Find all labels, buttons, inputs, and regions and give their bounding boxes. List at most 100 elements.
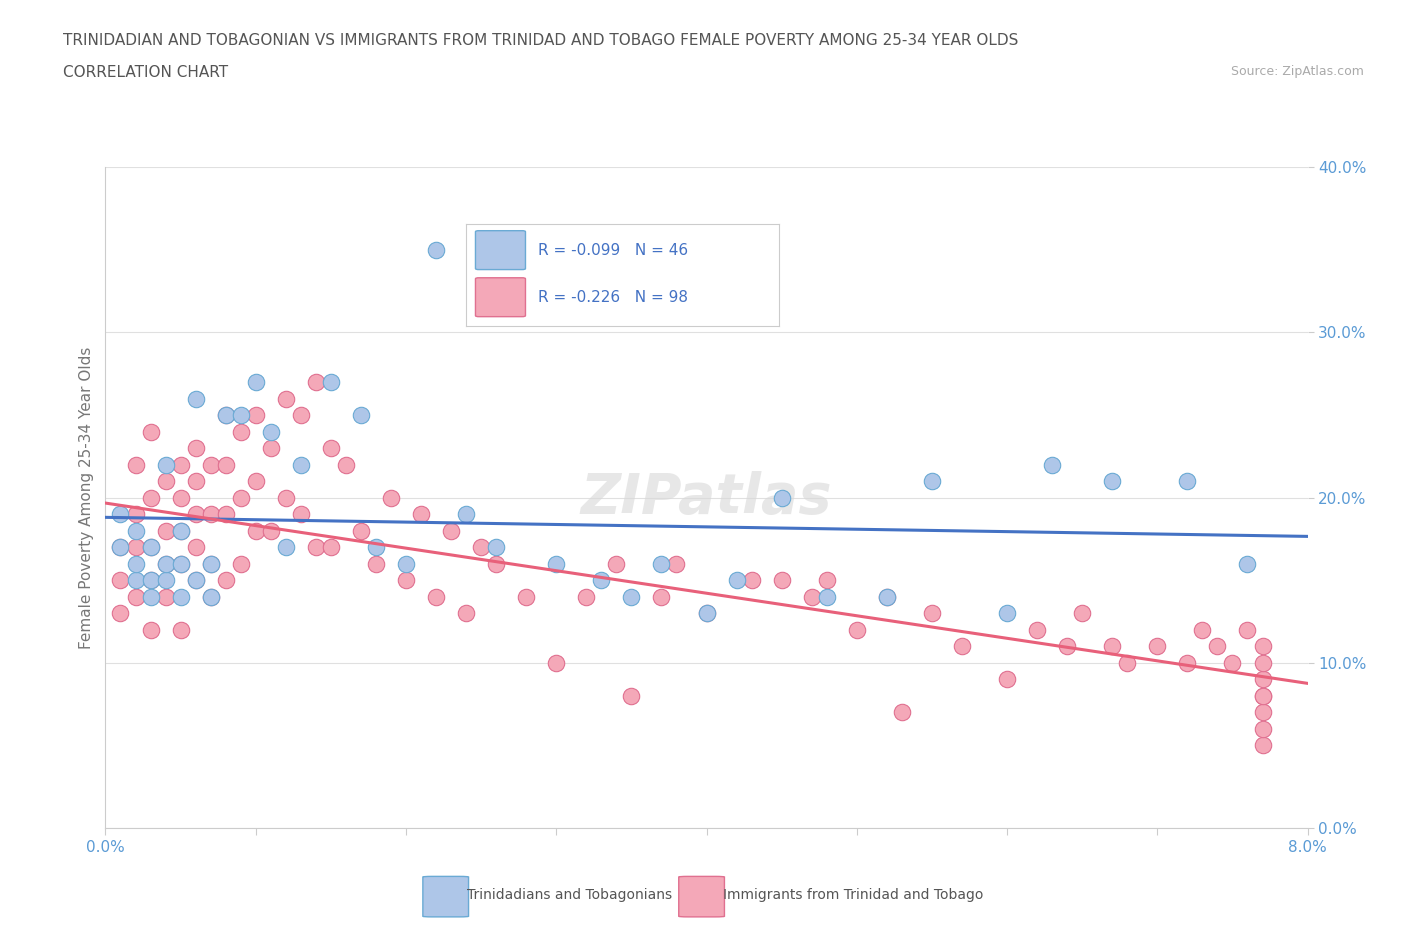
Point <box>876 590 898 604</box>
Point <box>440 523 463 538</box>
Point <box>110 573 132 588</box>
Point <box>200 556 222 571</box>
Point <box>124 539 146 554</box>
Point <box>110 507 132 522</box>
Point <box>274 392 297 406</box>
Point <box>696 605 718 620</box>
Point <box>184 539 207 554</box>
Point <box>274 490 297 505</box>
Point <box>169 622 191 637</box>
Point <box>1175 656 1198 671</box>
Point <box>319 441 342 456</box>
Point <box>290 407 312 422</box>
FancyBboxPatch shape <box>475 231 526 270</box>
Point <box>620 590 643 604</box>
Point <box>1116 656 1139 671</box>
Point <box>260 424 283 439</box>
Point <box>305 539 328 554</box>
Point <box>845 622 868 637</box>
Point <box>124 458 146 472</box>
Point <box>1056 639 1078 654</box>
Point <box>800 590 823 604</box>
Point <box>605 556 627 571</box>
Point <box>260 523 283 538</box>
Point <box>110 605 132 620</box>
Point <box>245 375 267 390</box>
Point <box>214 573 236 588</box>
Point <box>200 507 222 522</box>
Text: Trinidadians and Tobagonians: Trinidadians and Tobagonians <box>467 888 672 902</box>
Point <box>139 622 162 637</box>
Point <box>454 605 477 620</box>
Point <box>169 590 191 604</box>
Point <box>169 490 191 505</box>
Point <box>921 473 943 488</box>
Point <box>169 556 191 571</box>
Point <box>741 573 763 588</box>
Point <box>546 556 568 571</box>
Point <box>169 523 191 538</box>
Point <box>169 556 191 571</box>
Point <box>546 656 568 671</box>
Point <box>214 407 236 422</box>
Point <box>184 507 207 522</box>
Point <box>184 441 207 456</box>
Point <box>184 573 207 588</box>
Point <box>184 473 207 488</box>
Point <box>815 590 838 604</box>
Point <box>364 556 387 571</box>
Point <box>335 458 357 472</box>
Point <box>395 573 418 588</box>
Point <box>395 556 418 571</box>
Point <box>1251 705 1274 720</box>
Point <box>1175 473 1198 488</box>
Point <box>1236 622 1258 637</box>
Point <box>139 490 162 505</box>
Point <box>1071 605 1094 620</box>
Point <box>124 590 146 604</box>
Text: R = -0.099   N = 46: R = -0.099 N = 46 <box>538 243 688 258</box>
Point <box>1101 639 1123 654</box>
Point <box>1251 639 1274 654</box>
Point <box>200 556 222 571</box>
Point <box>139 539 162 554</box>
Point <box>409 507 432 522</box>
Y-axis label: Female Poverty Among 25-34 Year Olds: Female Poverty Among 25-34 Year Olds <box>79 346 94 649</box>
Point <box>364 539 387 554</box>
Point <box>770 490 793 505</box>
Point <box>260 441 283 456</box>
Point <box>620 688 643 703</box>
Point <box>139 573 162 588</box>
Point <box>1146 639 1168 654</box>
Point <box>575 590 598 604</box>
Point <box>139 539 162 554</box>
Point <box>515 590 537 604</box>
Text: Source: ZipAtlas.com: Source: ZipAtlas.com <box>1230 65 1364 78</box>
Text: TRINIDADIAN AND TOBAGONIAN VS IMMIGRANTS FROM TRINIDAD AND TOBAGO FEMALE POVERTY: TRINIDADIAN AND TOBAGONIAN VS IMMIGRANTS… <box>63 33 1018 47</box>
Point <box>1251 688 1274 703</box>
Point <box>921 605 943 620</box>
Point <box>1040 458 1063 472</box>
Point <box>110 539 132 554</box>
Point <box>229 556 252 571</box>
Point <box>229 407 252 422</box>
Point <box>229 424 252 439</box>
Point <box>139 573 162 588</box>
Point <box>950 639 973 654</box>
Point <box>245 523 267 538</box>
Point <box>770 573 793 588</box>
Point <box>725 573 748 588</box>
Point <box>1251 737 1274 752</box>
Point <box>454 507 477 522</box>
Point <box>470 539 492 554</box>
Point <box>815 573 838 588</box>
Point <box>350 407 373 422</box>
Point <box>995 671 1018 686</box>
Point <box>124 507 146 522</box>
Point <box>1206 639 1229 654</box>
Point <box>1236 556 1258 571</box>
Point <box>1101 473 1123 488</box>
Point <box>214 507 236 522</box>
Point <box>425 243 447 258</box>
Point <box>124 523 146 538</box>
